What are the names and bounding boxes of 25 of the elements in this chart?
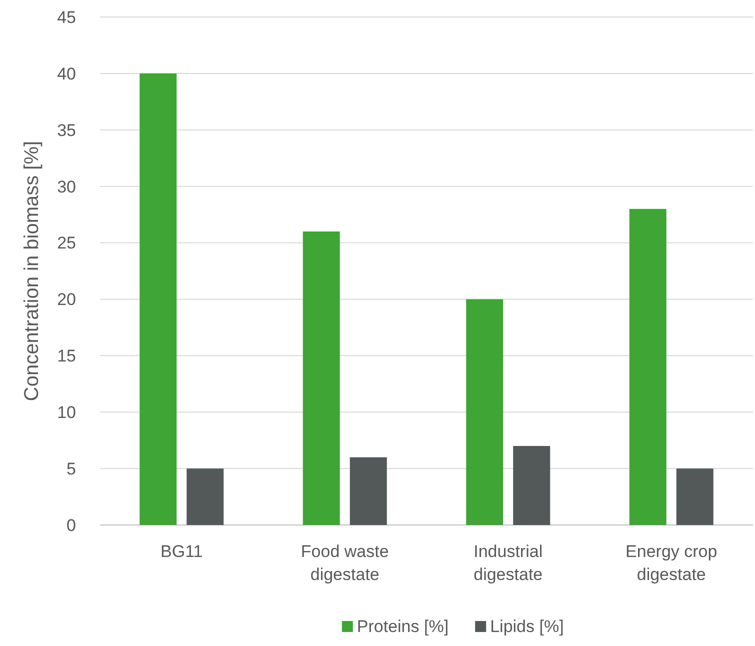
x-tick-label: Food waste digestate [300,542,389,584]
legend-label: Proteins [%] [356,617,449,636]
y-tick-label: 40 [57,64,76,84]
bar [676,468,714,525]
y-axis-title: Concentration in biomass [%] [21,140,43,402]
x-tick-label: Industrial digestate [474,542,543,584]
y-tick-label: 20 [57,290,76,310]
y-tick-label: 30 [57,177,76,196]
bar [186,468,224,525]
legend-label: Lipids [%] [490,617,564,636]
y-tick-label: 15 [57,346,76,366]
y-tick-label: 25 [57,234,76,253]
y-tick-label: 10 [57,403,76,422]
y-tick-label: 45 [57,8,76,27]
x-tick-label: Energy crop digestate [626,542,718,584]
bar [140,73,177,525]
bar [466,299,504,525]
x-tick-label: BG11 [160,542,203,561]
bar [629,208,666,525]
y-tick-label: 35 [57,120,76,140]
bar [302,231,340,525]
bar [513,446,550,525]
bar [350,457,387,525]
y-tick-label: 0 [66,516,76,535]
y-tick-label: 5 [66,460,76,479]
